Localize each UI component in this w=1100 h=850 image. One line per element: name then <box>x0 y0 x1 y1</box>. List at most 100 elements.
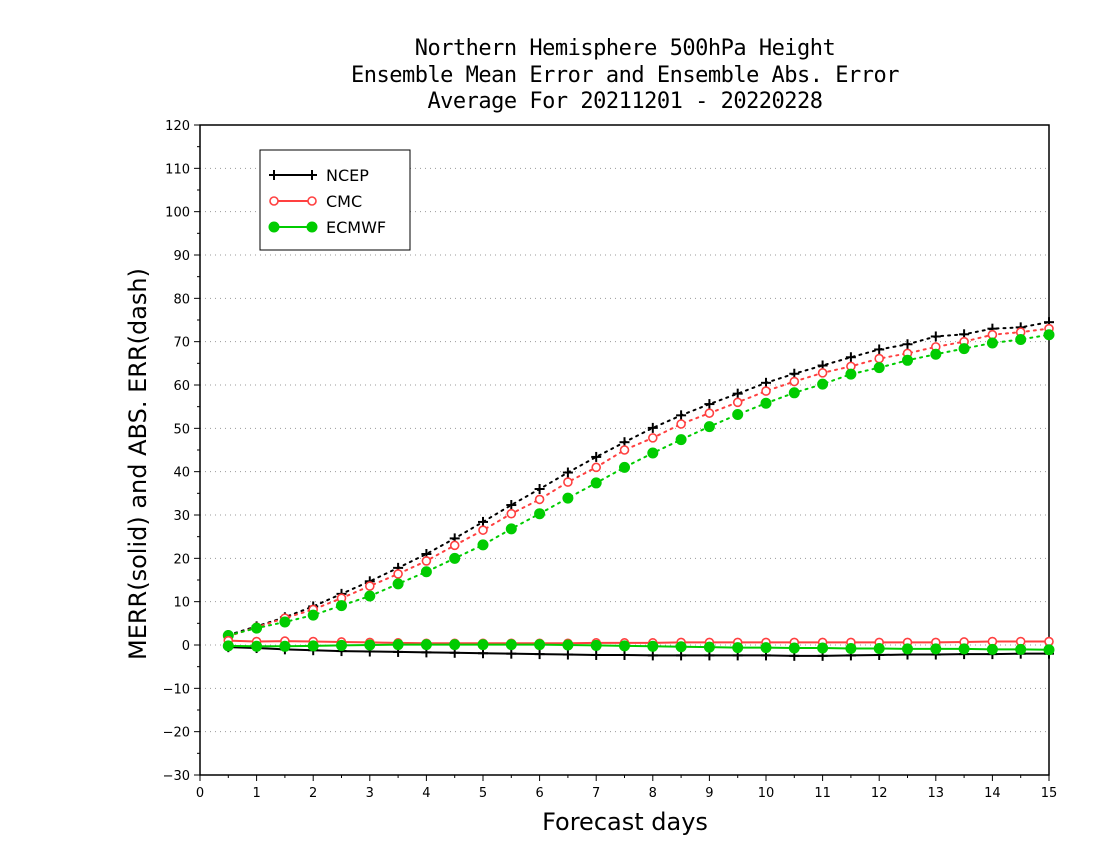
data-point-cmc-abs-err <box>421 556 432 566</box>
data-point-ecmwf-merr <box>619 640 630 652</box>
data-point-cmc-abs-err <box>732 397 743 408</box>
series-line-ncep-abs-err <box>227 321 1050 637</box>
data-point-ecmwf-merr <box>420 639 432 651</box>
data-point-cmc-abs-err <box>874 353 885 364</box>
data-point-ecmwf-abs-err <box>534 508 546 520</box>
data-point-cmc-abs-err <box>647 433 658 443</box>
data-point-ecmwf-merr <box>760 642 772 654</box>
data-point-ncep-abs-err <box>902 339 913 350</box>
data-point-cmc-abs-err <box>591 462 602 473</box>
legend-marker <box>307 170 317 180</box>
data-point-ecmwf-merr <box>845 642 857 654</box>
legend-marker <box>268 221 280 233</box>
data-point-cmc-abs-err <box>619 445 630 455</box>
data-point-cmc-abs-err <box>676 419 686 429</box>
data-point-ecmwf-merr <box>505 639 517 651</box>
y-tick-label: 40 <box>173 466 190 481</box>
data-point-ecmwf-merr <box>1043 644 1055 656</box>
y-tick-label: 70 <box>173 336 190 351</box>
data-point-ncep-abs-err <box>761 377 771 388</box>
data-point-ecmwf-abs-err <box>845 368 857 380</box>
data-point-ncep-abs-err <box>732 388 743 399</box>
data-point-cmc-abs-err <box>563 477 573 487</box>
data-point-ecmwf-abs-err <box>336 600 347 612</box>
series-line-ecmwf-abs-err <box>227 333 1050 637</box>
data-point-ecmwf-abs-err <box>619 461 630 473</box>
y-tick-label: −20 <box>163 726 190 741</box>
data-point-cmc-abs-err <box>534 494 545 505</box>
data-point-ecmwf-merr <box>562 639 574 651</box>
data-point-ecmwf-merr <box>534 639 546 651</box>
data-point-cmc-abs-err <box>506 508 517 519</box>
data-point-ecmwf-abs-err <box>760 397 772 409</box>
x-tick-label: 4 <box>422 786 430 801</box>
data-point-ecmwf-merr <box>703 641 715 653</box>
x-tick-label: 0 <box>196 786 204 801</box>
data-point-cmc-abs-err <box>817 368 828 378</box>
y-tick-label: 20 <box>173 552 190 567</box>
legend-marker <box>306 221 318 233</box>
data-point-ncep-abs-err <box>704 399 715 410</box>
data-point-ecmwf-abs-err <box>788 387 800 399</box>
data-point-ecmwf-abs-err <box>505 523 517 535</box>
y-tick-label: 80 <box>173 292 190 307</box>
x-tick-label: 11 <box>814 786 831 801</box>
x-tick-label: 3 <box>366 786 374 801</box>
x-tick-label: 9 <box>705 786 713 801</box>
data-point-ecmwf-abs-err <box>986 337 998 349</box>
data-point-ecmwf-merr <box>1015 643 1027 655</box>
chart-title-line-3: Average For 20211201 - 20220228 <box>427 89 823 114</box>
data-point-ecmwf-abs-err <box>251 622 263 634</box>
data-point-ecmwf-abs-err <box>420 566 432 578</box>
data-point-cmc-abs-err <box>789 376 800 387</box>
data-point-ecmwf-abs-err <box>902 354 913 366</box>
x-tick-label: 15 <box>1041 786 1058 801</box>
data-point-ecmwf-abs-err <box>307 609 319 621</box>
data-point-ecmwf-merr <box>279 640 291 652</box>
data-point-ecmwf-merr <box>222 640 234 652</box>
x-tick-label: 8 <box>649 786 657 801</box>
data-point-ecmwf-merr <box>675 641 687 653</box>
chart-title-line-1: Northern Hemisphere 500hPa Height <box>414 36 836 61</box>
data-point-ecmwf-merr <box>958 643 970 655</box>
data-point-ecmwf-merr <box>873 642 885 654</box>
data-point-ncep-merr <box>562 649 573 660</box>
data-point-ecmwf-merr <box>590 639 602 651</box>
x-tick-label: 6 <box>535 786 543 801</box>
data-point-ecmwf-abs-err <box>392 578 404 590</box>
legend-marker <box>269 196 279 206</box>
data-point-ecmwf-abs-err <box>1043 329 1055 341</box>
data-point-ecmwf-merr <box>477 639 489 651</box>
x-tick-label: 14 <box>984 786 1001 801</box>
data-point-ecmwf-merr <box>307 640 319 652</box>
x-tick-label: 2 <box>309 786 317 801</box>
x-tick-label: 13 <box>928 786 945 801</box>
data-point-ecmwf-merr <box>817 642 829 654</box>
data-point-ecmwf-abs-err <box>703 421 715 433</box>
data-point-ecmwf-abs-err <box>364 590 376 602</box>
legend-label-cmc: CMC <box>326 192 362 211</box>
y-tick-label: 120 <box>165 119 190 134</box>
data-point-cmc-abs-err <box>393 569 403 579</box>
series-line-cmc-abs-err <box>227 327 1050 638</box>
data-point-ecmwf-abs-err <box>562 492 574 504</box>
data-point-ncep-abs-err <box>930 331 941 342</box>
data-point-ncep-abs-err <box>534 484 545 494</box>
data-point-ncep-merr <box>619 649 630 660</box>
data-point-ncep-abs-err <box>676 410 687 421</box>
legend-label-ncep: NCEP <box>326 166 369 185</box>
data-point-ecmwf-merr <box>449 639 461 651</box>
x-tick-label: 10 <box>758 786 775 801</box>
data-point-ecmwf-merr <box>251 640 263 652</box>
data-point-ecmwf-abs-err <box>647 447 659 459</box>
x-tick-label: 12 <box>871 786 888 801</box>
data-point-ecmwf-merr <box>788 642 800 654</box>
data-point-ncep-abs-err <box>562 467 573 478</box>
legend-label-ecmwf: ECMWF <box>326 218 386 237</box>
data-point-ecmwf-abs-err <box>477 539 489 551</box>
data-point-ncep-merr <box>591 649 602 660</box>
y-tick-label: 30 <box>173 509 190 524</box>
y-tick-label: 50 <box>173 422 190 437</box>
data-point-ecmwf-merr <box>732 642 744 654</box>
